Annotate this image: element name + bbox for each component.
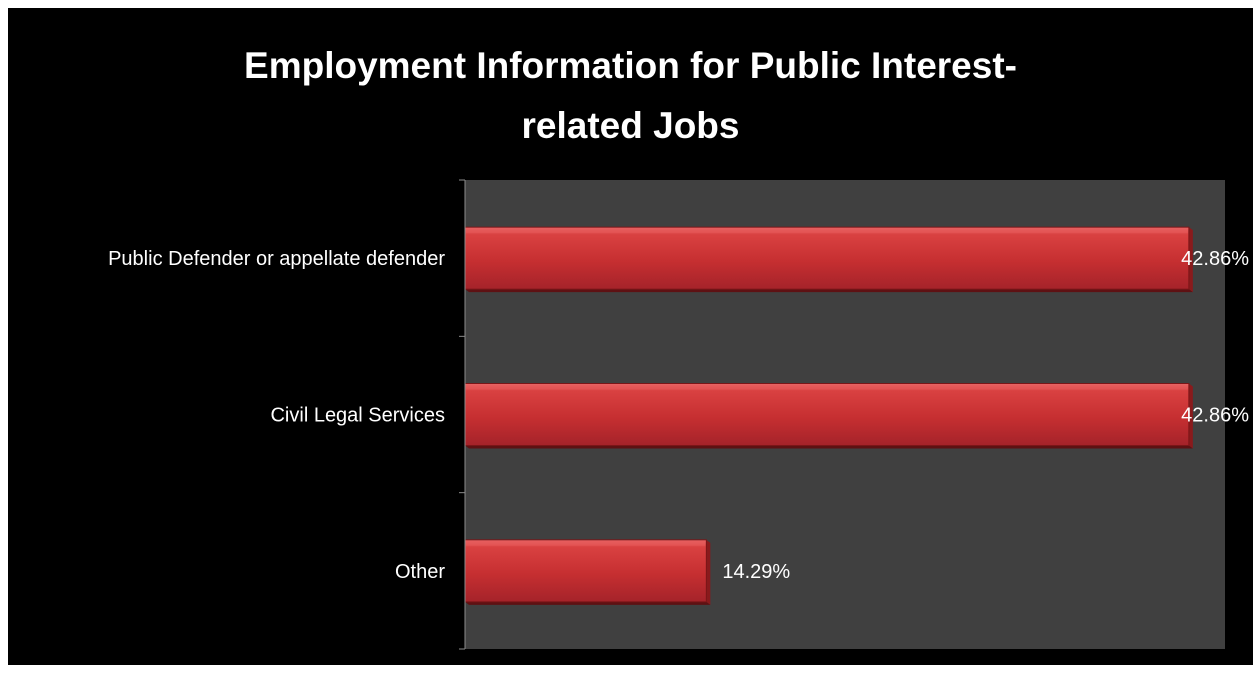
category-label-1: Public Defender or appellate defender (108, 248, 445, 270)
bar-highlight-2 (466, 384, 1188, 390)
category-label-2: Civil Legal Services (270, 405, 445, 427)
chart-title-line-1: Employment Information for Public Intere… (244, 45, 1017, 86)
bar-highlight-1 (466, 228, 1188, 234)
bar-depth-3 (706, 539, 711, 605)
data-label-3: 14.29% (722, 561, 790, 583)
category-label-3: Other (395, 561, 445, 583)
chart-title: Employment Information for Public Intere… (8, 36, 1253, 156)
chart-container: Employment Information for Public Intere… (8, 8, 1253, 665)
bar-chart: Public Defender or appellate defender 42.… (108, 179, 1249, 650)
bar-highlight-3 (466, 540, 706, 546)
bar-3 (464, 539, 707, 603)
data-label-2: 42.86% (1181, 405, 1249, 427)
chart-title-line-2: related Jobs (521, 105, 740, 146)
bar-depth-2 (1188, 383, 1193, 449)
bar-base-2 (465, 445, 1193, 449)
bar-base-3 (465, 601, 711, 605)
bar-base-1 (465, 289, 1193, 293)
bar-depth-1 (1188, 227, 1193, 293)
bar-1 (464, 226, 1190, 290)
bar-2 (464, 383, 1190, 446)
data-label-1: 42.86% (1181, 248, 1249, 270)
